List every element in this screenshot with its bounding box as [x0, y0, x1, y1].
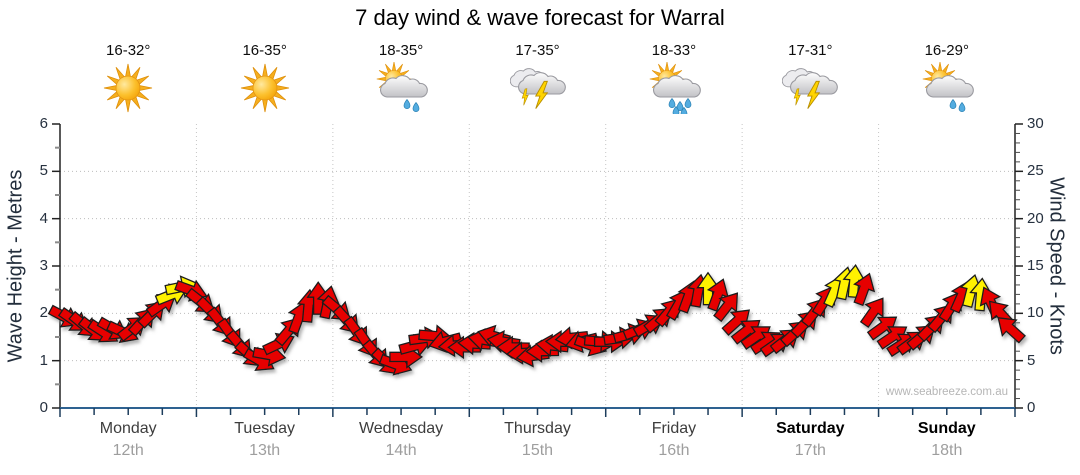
- day-weather: [509, 62, 566, 114]
- day-temp: 16-32°: [106, 42, 151, 59]
- day-weather: [646, 62, 702, 114]
- storm-icon: [782, 68, 839, 109]
- wind-arrow: [853, 272, 876, 307]
- day-name: Wednesday: [358, 420, 444, 437]
- left-tick-label: 3: [39, 257, 48, 274]
- day-temp: 16-29°: [924, 42, 969, 59]
- showers-icon: [922, 62, 974, 112]
- day-weather: [237, 62, 293, 114]
- day-name: Tuesday: [234, 420, 296, 437]
- wind-arrow: [997, 317, 1026, 344]
- wind-arrow: [706, 278, 729, 312]
- day-date: 16th: [658, 442, 690, 459]
- right-tick-label: 25: [1027, 162, 1044, 180]
- wind-arrow: [859, 297, 884, 329]
- storm-icon: [509, 68, 566, 109]
- left-tick-label: 4: [39, 209, 48, 227]
- wind-arrows: [47, 264, 1026, 376]
- showers-icon: [376, 62, 428, 112]
- day-temp: 18-33°: [651, 42, 697, 59]
- right-tick-label: 20: [1027, 209, 1044, 227]
- right-tick-label: 5: [1027, 351, 1036, 369]
- wind-arrow: [866, 316, 898, 341]
- day-name: Saturday: [776, 420, 845, 437]
- day-temp: 17-35°: [515, 42, 560, 59]
- day-temp: 16-35°: [242, 42, 287, 59]
- sunny-icon: [104, 63, 153, 113]
- left-tick-label: 0: [39, 399, 48, 416]
- day-name: Thursday: [504, 420, 571, 437]
- right-tick-label: 30: [1027, 115, 1044, 132]
- watermark: www.seabreeze.com.au: [885, 386, 1008, 398]
- left-tick-label: 1: [39, 351, 48, 369]
- wind-arrow: [721, 309, 751, 336]
- heavy-showers-icon: [649, 62, 701, 114]
- day-temp: 18-35°: [378, 42, 424, 59]
- day-name: Friday: [651, 420, 697, 437]
- left-tick-label: 2: [39, 304, 48, 322]
- day-date: 17th: [794, 442, 826, 459]
- right-tick-label: 0: [1027, 399, 1036, 416]
- day-temp: 17-31°: [788, 42, 833, 59]
- day-date: 12th: [112, 442, 144, 459]
- day-weather: [919, 62, 975, 114]
- right-tick-label: 15: [1027, 257, 1044, 274]
- wind-arrow: [969, 277, 993, 312]
- sunny-icon: [240, 63, 289, 113]
- left-tick-label: 6: [39, 115, 48, 132]
- left-tick-label: 5: [39, 162, 48, 180]
- chart-title: 7 day wind & wave forecast for Warral: [355, 5, 725, 30]
- day-date: 14th: [385, 442, 417, 459]
- day-name: Monday: [99, 420, 157, 437]
- day-weather: [782, 62, 839, 114]
- right-tick-label: 10: [1027, 304, 1044, 322]
- day-name: Sunday: [917, 420, 976, 437]
- day-weather: [100, 62, 156, 114]
- wind-arrow: [713, 292, 739, 323]
- day-weather: [373, 62, 429, 114]
- day-date: 18th: [931, 442, 963, 459]
- day-date: 15th: [521, 442, 554, 459]
- day-date: 13th: [249, 442, 281, 459]
